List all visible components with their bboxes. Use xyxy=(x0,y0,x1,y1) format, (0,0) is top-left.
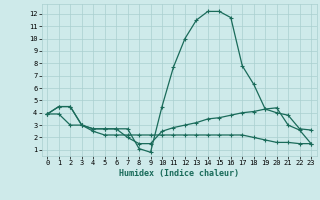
X-axis label: Humidex (Indice chaleur): Humidex (Indice chaleur) xyxy=(119,169,239,178)
